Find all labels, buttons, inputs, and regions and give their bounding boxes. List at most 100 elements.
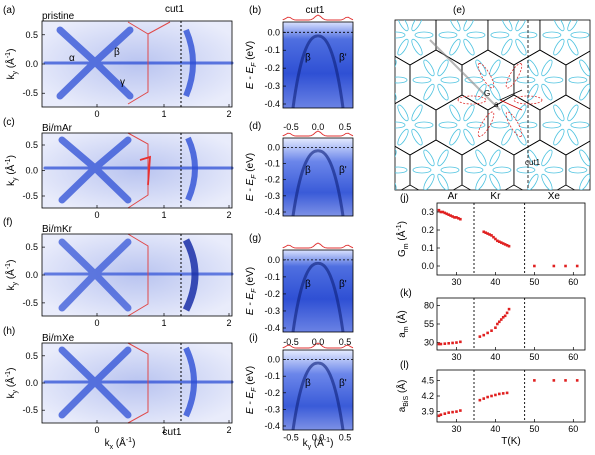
- panel-b-letter: (b): [249, 5, 261, 16]
- panel-e-a-vector: [499, 99, 523, 111]
- panel-d-frame: [282, 137, 354, 217]
- panel-e-petal: [489, 83, 501, 101]
- panel-g-frame: [282, 249, 354, 333]
- panel-e-petal: [516, 76, 536, 84]
- panel-e-petal: [579, 173, 590, 190]
- panel-e-petal: [437, 149, 449, 167]
- panel-e-petal: [526, 0, 540, 11]
- panel-e-petal: [423, 173, 435, 190]
- panel-f-right-arc: [182, 238, 199, 312]
- panel-e-petal: [395, 173, 397, 190]
- panel-k-ytick: 80: [424, 300, 434, 310]
- panel-k-ytick: 55: [424, 319, 434, 329]
- panel-e-petal: [542, 31, 562, 39]
- panel-a-ytick: 0.0: [25, 59, 38, 69]
- panel-e-petal: [553, 38, 565, 56]
- panel-e-petal: [489, 173, 501, 190]
- panel-f-ky-label: ky (Å-1): [4, 260, 19, 291]
- panel-g-ytick: -0.1: [264, 272, 280, 282]
- panel-e-petal: [492, 76, 512, 84]
- panel-c-ytick: 0.0: [25, 166, 38, 176]
- panel-e-petal: [474, 0, 488, 11]
- panel-k-data-point: [459, 340, 462, 344]
- panel-c-title: Bi/mAr: [42, 123, 73, 134]
- panel-i-xtick: 0.5: [339, 433, 352, 443]
- panel-c: (c) Bi/mAr: [3, 117, 234, 209]
- panel-c-xtick: 0: [94, 210, 99, 220]
- panel-e-petal: [395, 149, 397, 167]
- panel-d-letter: (d): [249, 121, 261, 132]
- panel-l-frame: [436, 369, 586, 423]
- panel-e-petal: [515, 128, 527, 146]
- panel-j-data-point: [451, 215, 454, 218]
- panel-a-star: [43, 26, 234, 100]
- panel-g-mdc-curve: [282, 242, 354, 249]
- panel-e-petal: [436, 0, 450, 11]
- panel-e-petal: [358, 38, 372, 57]
- panel-e-petal: [358, 14, 372, 33]
- panel-j-data-point: [453, 216, 456, 219]
- panel-i-top-xtick: 0.0: [312, 337, 325, 347]
- panel-l-data-point: [439, 413, 443, 417]
- panel-k-data-point: [455, 341, 458, 344]
- panel-i-energy-label: E - EF (eV): [245, 366, 258, 414]
- panel-g-letter: (g): [249, 233, 261, 244]
- panel-d-energy-label: E - EF (eV): [245, 153, 258, 201]
- panel-e-petal: [363, 122, 381, 128]
- panel-e-petal: [414, 31, 434, 39]
- panel-e-petal: [515, 20, 527, 32]
- panel-h-ytick: -0.5: [22, 405, 38, 415]
- panel-a-ky-label: ky (Å-1): [4, 49, 19, 80]
- panel-e-hexagon: [539, 20, 541, 21]
- panel-e-petal: [541, 83, 553, 101]
- panel-l-data-point: [478, 398, 482, 402]
- panel-g-ytick: -0.2: [264, 289, 280, 299]
- panel-c-red-marker: [139, 155, 151, 186]
- panel-e-petal: [490, 31, 510, 39]
- panel-e-hexagon: [358, 0, 410, 20]
- panel-a-xtick: 2: [226, 109, 231, 119]
- panel-e-hexagon: [566, 0, 595, 20]
- panel-e-petal: [437, 83, 449, 101]
- panel-j-data-point: [443, 211, 447, 215]
- panel-l-letter: (l): [400, 360, 409, 371]
- panel-e-petal: [579, 149, 590, 167]
- panel-l-data-point: [490, 394, 493, 398]
- panel-e-petal: [437, 173, 449, 190]
- panel-b-ytick: -0.3: [264, 81, 280, 91]
- panel-e-petal: [363, 32, 381, 38]
- panel-e-petal: [361, 77, 379, 83]
- panel-b-band-right: [317, 34, 345, 109]
- panel-e-petal: [411, 128, 423, 146]
- panel-e-petal: [422, 0, 436, 11]
- panel-f-star: [43, 238, 234, 312]
- panel-e-petal: [411, 104, 423, 122]
- panel-e-petal: [411, 38, 423, 56]
- panel-l-data-point: [486, 395, 489, 399]
- panel-j-data-point: [482, 230, 486, 234]
- panel-b-band-left: [291, 34, 319, 109]
- panel-e-hexagon: [565, 50, 590, 110]
- panel-j-data-point: [494, 237, 497, 241]
- panel-e-petal: [567, 128, 579, 146]
- panel-e-a-label: a: [494, 100, 499, 109]
- panel-d-beta: β: [305, 165, 311, 176]
- panel-l-xtick: 60: [568, 424, 578, 434]
- panel-j-xtick: 40: [490, 277, 500, 287]
- panel-b-beta: β: [305, 53, 311, 64]
- panel-e-petal: [570, 31, 590, 39]
- panel-i-band-left: [291, 361, 319, 431]
- panel-l-data-point: [564, 379, 567, 382]
- panel-h-title: Bi/mXe: [42, 333, 75, 344]
- map-ticks: 0.50.0-0.5ky (Å-1)0.50.0-0.5ky (Å-1)0.50…: [4, 30, 232, 451]
- panel-b-title: cut1: [306, 5, 325, 16]
- panel-k-data-point: [490, 329, 493, 332]
- panel-k-data-point: [439, 342, 443, 346]
- panel-e-g-label: G: [484, 89, 490, 98]
- panel-e-petal: [438, 31, 458, 39]
- panel-e-petal: [449, 20, 461, 32]
- region-xe: Xe: [548, 191, 561, 202]
- panel-k-data-point: [494, 326, 497, 330]
- panel-k-ytick: 30: [424, 338, 434, 348]
- panel-h-ytick: 0.5: [25, 351, 38, 361]
